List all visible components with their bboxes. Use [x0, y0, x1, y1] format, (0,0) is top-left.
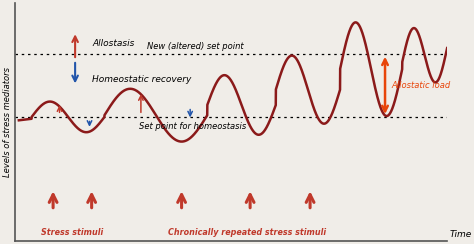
Text: Chronically repeated stress stimuli: Chronically repeated stress stimuli	[168, 228, 326, 237]
Text: Time: Time	[449, 230, 472, 239]
Text: Stress stimuli: Stress stimuli	[41, 228, 103, 237]
Text: Allostatic load: Allostatic load	[392, 81, 451, 90]
Text: Set point for homeostasis: Set point for homeostasis	[139, 122, 246, 131]
Text: New (altered) set point: New (altered) set point	[147, 42, 244, 51]
Text: Allostasis: Allostasis	[92, 39, 135, 48]
Y-axis label: Levels of stress mediators: Levels of stress mediators	[3, 67, 12, 177]
Text: Homeostatic recovery: Homeostatic recovery	[92, 75, 192, 84]
